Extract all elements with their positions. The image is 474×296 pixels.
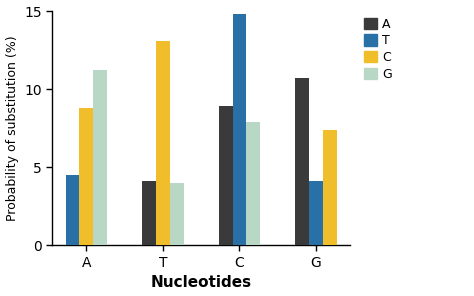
Bar [142,181,156,245]
Bar [170,183,183,245]
Legend: A, T, C, G: A, T, C, G [359,13,397,86]
Bar [93,70,107,245]
Bar [246,122,260,245]
X-axis label: Nucleotides: Nucleotides [151,276,252,290]
Y-axis label: Probability of substitution (%): Probability of substitution (%) [6,36,18,221]
Bar [295,78,309,245]
Bar [233,14,246,245]
Bar [219,106,233,245]
Bar [80,108,93,245]
Bar [323,130,337,245]
Bar [309,181,323,245]
Bar [156,41,170,245]
Bar [66,175,80,245]
